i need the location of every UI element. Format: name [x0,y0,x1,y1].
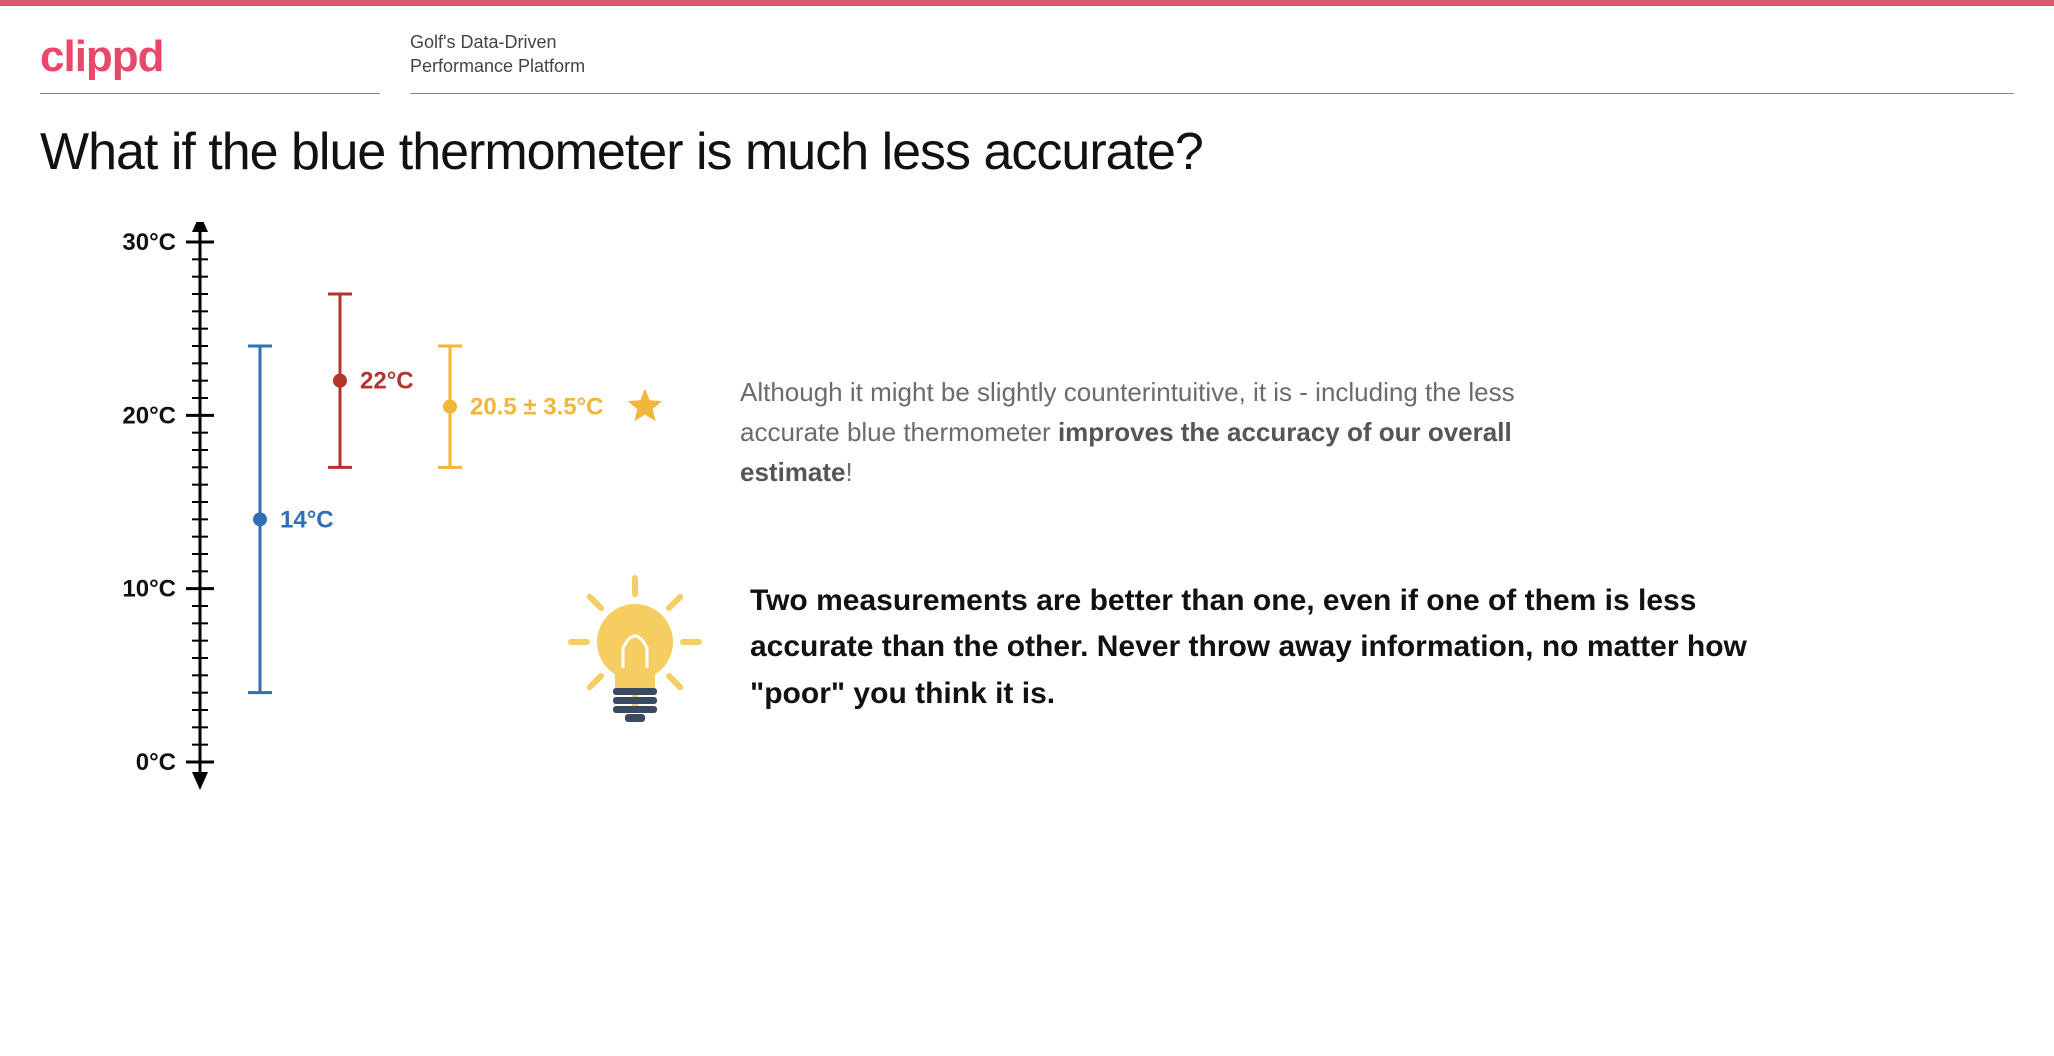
tagline-line2: Performance Platform [410,54,2014,78]
svg-text:20.5 ± 3.5°C: 20.5 ± 3.5°C [470,393,604,420]
svg-text:0°C: 0°C [136,749,176,776]
brand-box: clippd [40,29,380,94]
explanation-text: Although it might be slightly counterint… [740,372,1520,493]
svg-text:22°C: 22°C [360,367,414,394]
tagline-line1: Golf's Data-Driven [410,30,2014,54]
takeaway-row: Two measurements are better than one, ev… [740,562,2014,732]
right-column: Although it might be slightly counterint… [740,222,2014,822]
explain-post: ! [846,457,853,487]
brand-logo: clippd [40,35,380,79]
header: clippd Golf's Data-Driven Performance Pl… [0,6,2054,94]
svg-text:20°C: 20°C [122,402,176,429]
lightbulb-icon [560,562,710,732]
bulb-svg [560,562,710,732]
page-title: What if the blue thermometer is much les… [0,94,2054,192]
takeaway-text: Two measurements are better than one, ev… [750,578,1750,718]
tagline: Golf's Data-Driven Performance Platform [410,24,2014,94]
svg-text:10°C: 10°C [122,575,176,602]
content: 0°C 10°C 20°C 30°C 14°C 22°C 20.5 ± 3.5°C Alth… [0,192,2054,862]
svg-text:30°C: 30°C [122,229,176,256]
svg-text:14°C: 14°C [280,506,334,533]
